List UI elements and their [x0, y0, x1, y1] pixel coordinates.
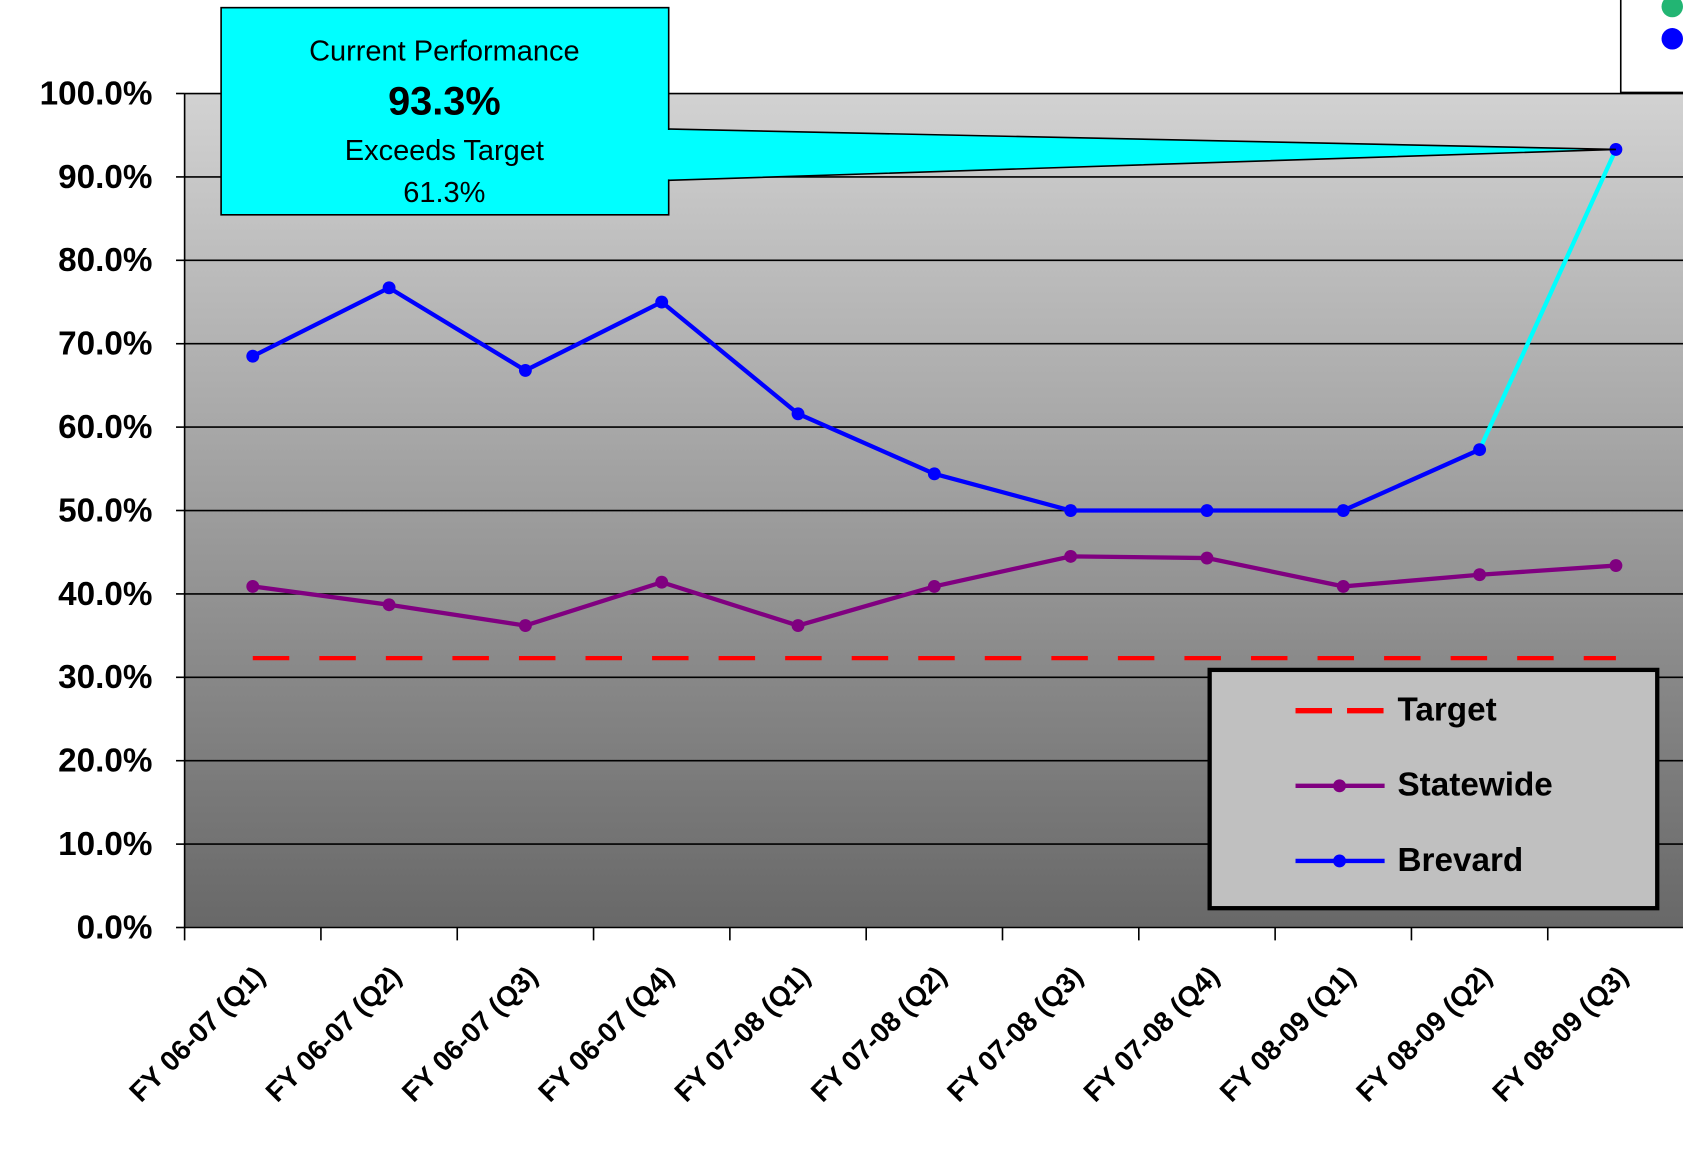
data-point — [655, 575, 669, 589]
data-point — [1064, 549, 1078, 563]
x-tick-label: FY 06-07 (Q3) — [396, 960, 544, 1108]
partial-legend-dot — [1661, 28, 1683, 50]
x-tick-label: FY 06-07 (Q4) — [532, 960, 680, 1108]
data-point — [1336, 579, 1350, 593]
data-point — [1609, 559, 1623, 572]
x-tick-label: FY 08-09 (Q2) — [1350, 960, 1498, 1108]
data-point — [1200, 504, 1214, 517]
data-point — [518, 363, 532, 377]
legend-marker — [1333, 854, 1346, 868]
x-tick-label: FY 07-08 (Q2) — [805, 960, 953, 1108]
data-point — [655, 295, 669, 309]
y-tick-label: 90.0% — [58, 159, 152, 196]
data-point — [382, 598, 396, 612]
x-tick-label: FY 06-07 (Q1) — [123, 960, 271, 1108]
x-tick-label: FY 08-09 (Q3) — [1486, 960, 1634, 1108]
legend-label: Statewide — [1397, 767, 1552, 804]
callout-note: 61.3% — [403, 177, 485, 209]
data-point — [1064, 504, 1078, 517]
data-point — [518, 619, 532, 633]
legend-marker — [1333, 779, 1346, 793]
data-point — [927, 579, 941, 593]
y-tick-label: 40.0% — [58, 576, 152, 613]
x-tick-label: FY 07-08 (Q3) — [941, 960, 1089, 1108]
data-point — [382, 281, 396, 295]
callout-value: 93.3% — [388, 80, 501, 124]
partial-legend-dot — [1661, 0, 1683, 18]
y-tick-label: 20.0% — [58, 743, 152, 780]
x-tick-label: FY 06-07 (Q2) — [260, 960, 408, 1108]
data-point — [1473, 568, 1487, 582]
data-point — [791, 407, 805, 421]
series-line-highlight — [1477, 148, 1618, 451]
data-point — [1200, 551, 1214, 565]
data-point — [791, 619, 805, 633]
y-tick-label: 30.0% — [58, 659, 152, 696]
y-tick-label: 70.0% — [58, 326, 152, 363]
series-line — [251, 285, 1481, 513]
x-tick-label: FY 07-08 (Q4) — [1077, 960, 1225, 1108]
y-tick-label: 50.0% — [58, 492, 152, 529]
y-tick-label: 10.0% — [58, 826, 152, 863]
x-tick-label: FY 07-08 (Q1) — [668, 960, 816, 1108]
y-tick-label: 0.0% — [77, 909, 153, 946]
x-tick-label: FY 08-09 (Q1) — [1214, 960, 1362, 1108]
data-point — [927, 467, 941, 481]
data-point — [1336, 504, 1350, 517]
data-point — [246, 579, 260, 593]
y-tick-label: 60.0% — [58, 409, 152, 446]
y-tick-label: 80.0% — [58, 242, 152, 279]
legend-label: Target — [1397, 692, 1496, 729]
callout-title: Current Performance — [309, 35, 579, 67]
data-point — [246, 349, 260, 363]
callout-status: Exceeds Target — [345, 135, 544, 167]
legend-box — [1207, 667, 1660, 911]
callout-box — [220, 6, 670, 216]
y-tick-label: 100.0% — [40, 75, 153, 112]
data-point — [1473, 443, 1487, 457]
legend-label: Brevard — [1397, 842, 1523, 879]
